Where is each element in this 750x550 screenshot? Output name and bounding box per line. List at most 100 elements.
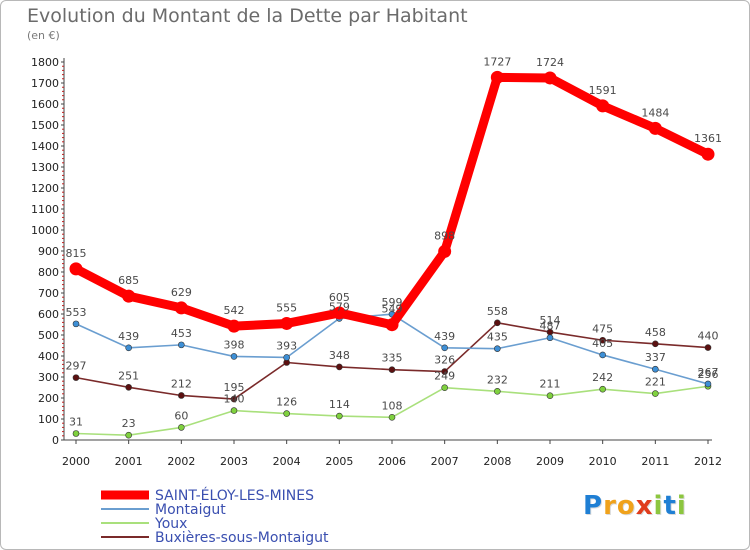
data-label-2: 242 <box>592 371 613 384</box>
data-label-1: 579 <box>329 300 350 313</box>
series-point-0 <box>280 316 294 330</box>
x-tick-label: 2011 <box>641 455 669 468</box>
series-point-0 <box>227 319 241 333</box>
data-label-1: 393 <box>276 339 297 352</box>
y-tick-label: 1400 <box>31 140 59 153</box>
data-label-3: 195 <box>224 381 245 394</box>
series-point-3 <box>494 319 501 327</box>
series-point-2 <box>546 392 554 399</box>
chart-subtitle: (en €) <box>27 29 60 42</box>
data-label-0: 1727 <box>483 55 511 68</box>
data-label-3: 348 <box>329 349 350 362</box>
data-label-0: 629 <box>171 286 192 299</box>
series-point-2 <box>178 424 185 431</box>
data-label-0: 685 <box>118 274 139 287</box>
data-label-0: 555 <box>276 301 297 314</box>
series-point-0 <box>174 301 188 315</box>
data-label-2: 60 <box>174 409 188 422</box>
data-label-0: 549 <box>382 303 403 316</box>
legend-label-3: Buxières-sous-Montaigut <box>155 530 329 546</box>
y-tick-label: 200 <box>38 392 59 405</box>
data-label-0: 898 <box>434 229 455 242</box>
proxiti-logo: Proxiti <box>583 491 687 521</box>
series-point-1 <box>494 345 501 352</box>
data-label-2: 23 <box>122 417 136 430</box>
series-point-0 <box>543 71 557 85</box>
series-point-0 <box>69 262 83 276</box>
x-tick-label: 2003 <box>220 455 248 468</box>
series-point-1 <box>72 320 80 328</box>
y-tick-label: 1300 <box>31 161 59 174</box>
data-label-1: 439 <box>118 330 139 343</box>
data-label-3: 326 <box>434 354 455 367</box>
data-label-3: 475 <box>592 322 613 335</box>
data-label-0: 605 <box>329 291 350 304</box>
data-label-1: 398 <box>224 338 245 351</box>
y-tick-label: 1100 <box>31 203 59 216</box>
legend-label-1: Montaigut <box>155 502 226 518</box>
series-point-3 <box>704 344 712 351</box>
series-point-3 <box>441 368 448 375</box>
x-tick-label: 2002 <box>167 455 195 468</box>
logo-letter: P <box>583 491 604 521</box>
data-label-3: 514 <box>540 314 561 327</box>
series-point-2 <box>388 414 396 421</box>
logo-letter: o <box>616 491 636 521</box>
series-point-2 <box>230 407 238 414</box>
data-label-1: 267 <box>698 366 719 379</box>
data-label-0: 1484 <box>641 106 669 119</box>
series-point-2 <box>441 384 448 392</box>
chart-title: Evolution du Montant de la Dette par Hab… <box>27 5 468 27</box>
data-label-0: 542 <box>224 304 245 317</box>
data-label-3: 212 <box>171 377 192 390</box>
series-point-3 <box>336 363 343 371</box>
legend-label-2: Youx <box>154 516 187 532</box>
x-tick-label: 2007 <box>431 455 459 468</box>
series-point-1 <box>652 365 659 373</box>
data-label-2: 31 <box>69 415 83 428</box>
data-label-1: 599 <box>382 296 403 309</box>
y-tick-label: 1600 <box>31 98 59 111</box>
data-label-1: 553 <box>66 306 87 319</box>
data-label-3: 458 <box>645 326 666 339</box>
y-tick-label: 1200 <box>31 182 59 195</box>
data-label-1: 453 <box>171 327 192 340</box>
data-label-3: 297 <box>66 360 87 373</box>
data-label-2: 140 <box>224 393 245 406</box>
y-tick-label: 1500 <box>31 119 59 132</box>
data-label-0: 1361 <box>694 132 722 145</box>
logo-letter: i <box>676 491 687 521</box>
y-tick-label: 0 <box>52 434 59 447</box>
y-tick-label: 1700 <box>31 77 59 90</box>
data-label-1: 337 <box>645 351 666 364</box>
data-label-3: 251 <box>118 369 139 382</box>
data-label-3: 335 <box>382 352 403 365</box>
x-tick-label: 2012 <box>694 455 722 468</box>
data-label-2: 232 <box>487 373 508 386</box>
y-tick-label: 800 <box>38 266 59 279</box>
y-tick-label: 700 <box>38 287 59 300</box>
legend-label-0: SAINT-ÉLOY-LES-MINES <box>155 487 314 504</box>
series-point-3 <box>230 395 238 403</box>
series-point-2 <box>494 387 501 395</box>
data-label-0: 815 <box>66 247 87 260</box>
y-tick-label: 400 <box>38 350 59 363</box>
data-label-1: 435 <box>487 331 508 344</box>
series-point-2 <box>336 412 343 420</box>
data-label-3: 558 <box>487 305 508 318</box>
data-label-1: 439 <box>434 330 455 343</box>
data-label-0: 1591 <box>589 84 617 97</box>
logo-letter: i <box>653 491 664 521</box>
x-tick-label: 2000 <box>62 455 90 468</box>
series-point-0 <box>490 70 504 84</box>
data-label-1: 405 <box>592 337 613 350</box>
data-label-3: 440 <box>698 330 719 343</box>
data-label-2: 126 <box>276 396 297 409</box>
series-point-0 <box>385 318 399 332</box>
series-point-2 <box>72 430 80 437</box>
data-label-2: 256 <box>698 368 719 381</box>
series-point-3 <box>652 340 659 348</box>
series-point-2 <box>599 385 606 393</box>
